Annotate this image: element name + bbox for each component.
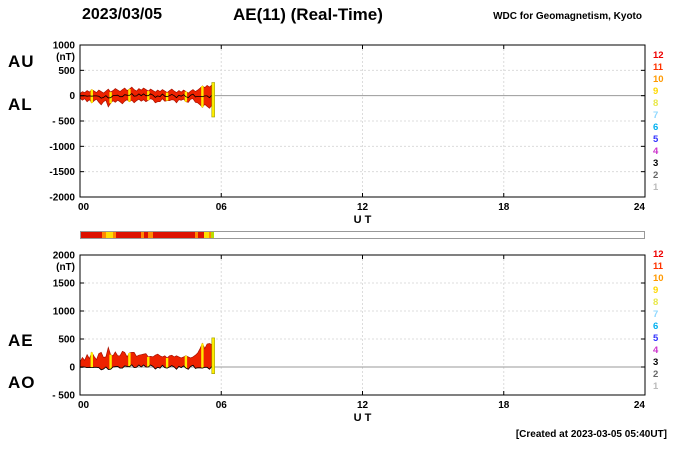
station-number: 4 [653,345,659,357]
svg-text:06: 06 [216,202,228,213]
station-number: 7 [653,309,659,321]
au-al-chart: 1000 500 0 - 500 -1000 -1500 -2000 (nT) 00 06 12 18… [49,41,646,226]
strip-segment [144,232,148,238]
station-number: 2 [653,170,659,182]
strip-segment [81,232,103,238]
svg-text:00: 00 [78,400,90,411]
svg-text:- 500: - 500 [52,391,75,402]
station-number: 1 [653,182,659,194]
station-number: 11 [653,261,664,273]
strip-segment [102,232,106,238]
svg-text:24: 24 [634,202,646,213]
svg-text:-2000: -2000 [49,193,75,204]
plot-date: 2023/03/05 [82,6,163,23]
strip-segment [211,232,214,238]
svg-text:(nT): (nT) [56,262,75,273]
svg-text:-1500: -1500 [49,167,75,178]
svg-text:2000: 2000 [53,251,76,262]
station-number: 5 [653,134,659,146]
strip-segment [152,232,195,238]
svg-text:12: 12 [357,202,369,213]
station-list-top: 12 11 10 9 8 7 6 5 4 3 2 1 [653,51,675,193]
svg-text:18: 18 [498,400,510,411]
svg-text:U T: U T [354,214,372,226]
station-number: 9 [653,285,659,297]
svg-text:24: 24 [634,400,646,411]
strip-segment [116,232,141,238]
station-number: 3 [653,158,659,170]
svg-text:0: 0 [69,363,75,374]
al-axis-label: AL [8,95,33,114]
svg-text:(nT): (nT) [56,52,75,63]
strip-segment [140,232,145,238]
data-source: WDC for Geomagnetism, Kyoto [493,11,642,22]
station-number: 9 [653,86,659,98]
au-axis-label: AU [8,52,35,71]
station-number: 6 [653,122,659,134]
svg-text:0: 0 [69,91,75,102]
svg-text:1500: 1500 [53,279,76,290]
station-number: 6 [653,321,659,333]
svg-text:-1000: -1000 [49,142,75,153]
ao-axis-label: AO [8,373,36,392]
strip-segment [112,232,117,238]
plot-title: AE(11) (Real-Time) [233,5,383,24]
ae-ao-chart: 2000 1500 1000 500 0 - 500 (nT) 00 06 12 18 24 U T [52,251,646,422]
svg-text:06: 06 [216,400,228,411]
strip-segment [105,232,113,238]
strip-segment [208,232,212,238]
station-number: 10 [653,273,664,285]
station-number: 12 [653,50,664,61]
station-number: 8 [653,98,659,110]
station-number: 4 [653,146,659,158]
svg-text:12: 12 [357,400,369,411]
station-number: 1 [653,381,659,393]
svg-text:500: 500 [58,335,75,346]
station-list-bottom: 12 11 10 9 8 7 6 5 4 3 2 1 [653,250,675,392]
svg-text:- 500: - 500 [52,117,75,128]
svg-text:1000: 1000 [53,307,76,318]
svg-text:500: 500 [58,66,75,77]
strip-segment [194,232,199,238]
svg-text:U T: U T [354,412,372,422]
station-number: 10 [653,74,664,86]
activity-strip [80,231,645,239]
station-number: 5 [653,333,659,345]
station-number: 8 [653,297,659,309]
svg-text:1000: 1000 [53,41,76,52]
station-number: 7 [653,110,659,122]
ae-axis-label: AE [8,331,34,350]
strip-segment [204,232,209,238]
station-number: 12 [653,249,664,260]
station-number: 2 [653,369,659,381]
svg-text:18: 18 [498,202,510,213]
station-number: 11 [653,62,664,74]
created-timestamp: [Created at 2023-03-05 05:40UT] [515,429,667,440]
station-number: 3 [653,357,659,369]
svg-text:00: 00 [78,202,90,213]
strip-segment [147,232,153,238]
strip-segment [198,232,205,238]
